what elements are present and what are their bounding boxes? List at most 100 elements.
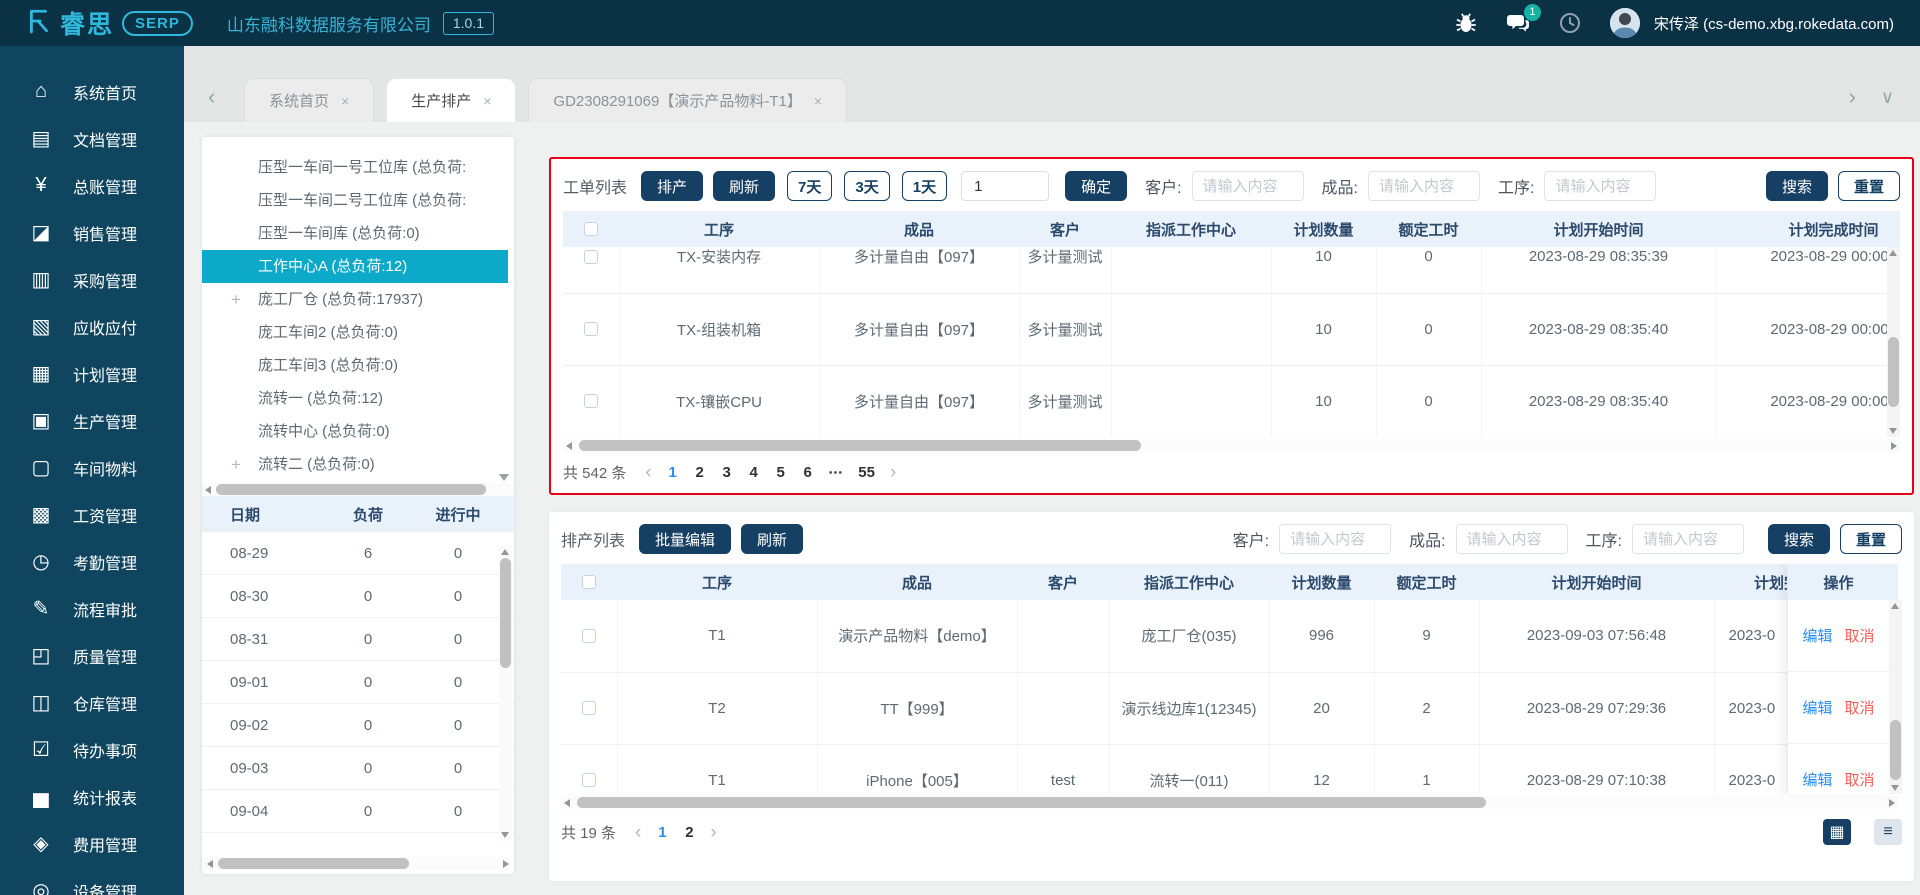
product-filter-input[interactable]: [1455, 524, 1568, 554]
refresh-button[interactable]: 刷新: [741, 524, 804, 554]
tab-scroll-right-icon[interactable]: ›: [1848, 84, 1856, 109]
select-all-checkbox[interactable]: [582, 575, 596, 589]
tree-scroll-down-icon[interactable]: [499, 474, 509, 481]
customer-filter-input[interactable]: [1279, 524, 1392, 554]
confirm-button[interactable]: 确定: [1065, 171, 1128, 201]
page-number[interactable]: 1: [658, 823, 667, 841]
messages-icon[interactable]: 1: [1506, 4, 1541, 35]
process-filter-input[interactable]: [1544, 171, 1657, 201]
load-row[interactable]: 09-01 0 0: [202, 661, 514, 704]
edit-link[interactable]: 编辑: [1802, 628, 1833, 645]
row-checkbox[interactable]: [583, 322, 598, 336]
close-icon[interactable]: ×: [341, 92, 350, 109]
sidebar-item-warehouse[interactable]: ◫ 仓库管理: [0, 679, 184, 726]
prev-page-icon[interactable]: ‹: [645, 462, 652, 483]
work-order-vertical-scrollbar[interactable]: [1887, 247, 1900, 437]
tab-work-order-detail[interactable]: GD2308291069【演示产品物料-T1】 ×: [528, 78, 848, 122]
tree-item[interactable]: 压型一车间一号工位库 (总负荷:: [258, 159, 467, 176]
page-number[interactable]: 3: [722, 464, 731, 481]
product-filter-input[interactable]: [1368, 171, 1480, 201]
sidebar-item-planning[interactable]: ▦ 计划管理: [0, 350, 184, 397]
sidebar-item-approval[interactable]: ✎ 流程审批: [0, 585, 184, 632]
page-number[interactable]: 2: [695, 464, 704, 481]
table-row[interactable]: TX-组装机箱 多计量自由【097】 多计量测试 10 0 2023-08-29…: [563, 293, 1900, 366]
reset-button[interactable]: 重置: [1839, 524, 1902, 554]
username[interactable]: 宋传泽 (cs-demo.xbg.rokedata.com): [1653, 15, 1894, 33]
customer-filter-input[interactable]: [1191, 171, 1304, 201]
load-row[interactable]: 09-02 0 0: [202, 704, 514, 747]
sidebar-item-reports[interactable]: ▅ 统计报表: [0, 773, 184, 820]
row-checkbox[interactable]: [583, 249, 598, 264]
page-number[interactable]: 6: [803, 464, 812, 481]
scheduling-vertical-scrollbar[interactable]: [1889, 600, 1902, 794]
table-row[interactable]: T1 演示产品物料【demo】 庞工厂仓(035) 996 9 2023-09-…: [561, 600, 1898, 673]
sidebar-item-attendance[interactable]: ◷ 考勤管理: [0, 538, 184, 585]
close-icon[interactable]: ×: [483, 92, 492, 109]
app-logo[interactable]: 睿思 SERP: [26, 5, 193, 41]
tree-item[interactable]: 流转一 (总负荷:12): [258, 390, 384, 407]
table-row[interactable]: TX-安装内存 多计量自由【097】 多计量测试 10 0 2023-08-29…: [563, 247, 1900, 294]
tab-collapse-icon[interactable]: ∨: [1880, 87, 1894, 107]
cancel-link[interactable]: 取消: [1844, 772, 1875, 789]
table-row[interactable]: TX-镶嵌CPU 多计量自由【097】 多计量测试 10 0 2023-08-2…: [563, 365, 1900, 437]
sidebar-item-equipment[interactable]: ◎ 设备管理: [0, 867, 184, 895]
table-view-toggle-icon[interactable]: ▦: [1823, 819, 1851, 845]
bug-report-icon[interactable]: [1454, 11, 1478, 35]
sidebar-item-receivables[interactable]: ▧ 应收应付: [0, 303, 184, 350]
work-order-horizontal-scrollbar[interactable]: [563, 439, 1900, 452]
sidebar-item-purchasing[interactable]: ▥ 采购管理: [0, 256, 184, 303]
tree-item[interactable]: 压型一车间库 (总负荷:0): [258, 225, 420, 242]
sidebar-item-payroll[interactable]: ▩ 工资管理: [0, 491, 184, 538]
sidebar-item-documents[interactable]: ▤ 文档管理: [0, 115, 184, 162]
user-avatar[interactable]: [1609, 8, 1640, 38]
expand-plus-icon[interactable]: +: [231, 290, 241, 309]
page-ellipsis[interactable]: •••: [828, 466, 844, 479]
edit-link[interactable]: 编辑: [1802, 700, 1833, 717]
row-checkbox[interactable]: [581, 701, 596, 715]
table-row[interactable]: T2 TT【999】 演示线边库1(12345) 20 2 2023-08-29…: [561, 672, 1898, 745]
search-button[interactable]: 搜索: [1767, 524, 1830, 554]
cancel-link[interactable]: 取消: [1844, 628, 1875, 645]
tree-item[interactable]: + 流转二 (总负荷:0): [202, 448, 514, 481]
tree-item[interactable]: + 庞工厂仓 (总负荷:17937): [202, 283, 514, 316]
page-number[interactable]: 4: [749, 464, 758, 481]
prev-page-icon[interactable]: ‹: [635, 821, 642, 843]
load-row[interactable]: 08-30 0 0: [202, 575, 514, 618]
tree-item-selected[interactable]: 工作中心A (总负荷:12): [202, 250, 508, 283]
load-row[interactable]: 08-31 0 0: [202, 618, 514, 661]
refresh-button[interactable]: 刷新: [713, 171, 776, 201]
load-row[interactable]: 09-04 0 0: [202, 790, 514, 833]
close-icon[interactable]: ×: [813, 92, 823, 109]
select-all-checkbox[interactable]: [584, 222, 598, 236]
batch-edit-button[interactable]: 批量编辑: [639, 524, 732, 554]
row-checkbox[interactable]: [581, 773, 596, 787]
day-count-input[interactable]: [961, 171, 1050, 201]
sidebar-item-todo[interactable]: ☑ 待办事项: [0, 726, 184, 773]
tree-horizontal-scrollbar[interactable]: [202, 483, 514, 496]
tree-item[interactable]: 压型一车间二号工位库 (总负荷:: [258, 192, 467, 209]
tab-production-scheduling[interactable]: 生产排产 ×: [386, 78, 517, 122]
search-button[interactable]: 搜索: [1765, 171, 1828, 201]
sidebar-item-ledger[interactable]: ¥ 总账管理: [0, 162, 184, 209]
sidebar-item-workshop-material[interactable]: ▢ 车间物料: [0, 444, 184, 491]
history-clock-icon[interactable]: [1558, 11, 1582, 35]
schedule-button[interactable]: 排产: [641, 171, 704, 201]
expand-plus-icon[interactable]: +: [231, 455, 241, 474]
list-view-toggle-icon[interactable]: ≡: [1874, 819, 1902, 845]
edit-link[interactable]: 编辑: [1802, 772, 1833, 789]
load-row[interactable]: 09-03 0 0: [202, 747, 514, 790]
load-row[interactable]: 08-29 6 0: [202, 532, 514, 575]
page-number[interactable]: 2: [685, 823, 694, 841]
page-number[interactable]: 1: [668, 464, 677, 481]
tab-home[interactable]: 系统首页 ×: [244, 78, 375, 122]
load-vertical-scrollbar[interactable]: [499, 546, 512, 841]
page-number-last[interactable]: 55: [858, 464, 875, 481]
sidebar-item-home[interactable]: ⌂ 系统首页: [0, 68, 184, 115]
reset-button[interactable]: 重置: [1837, 171, 1900, 201]
scheduling-horizontal-scrollbar[interactable]: [561, 796, 1898, 809]
cancel-link[interactable]: 取消: [1844, 700, 1875, 717]
process-filter-input[interactable]: [1631, 524, 1744, 554]
sidebar-item-expenses[interactable]: ◈ 费用管理: [0, 820, 184, 867]
range-1d-button[interactable]: 1天: [901, 171, 948, 201]
row-checkbox[interactable]: [583, 394, 598, 408]
